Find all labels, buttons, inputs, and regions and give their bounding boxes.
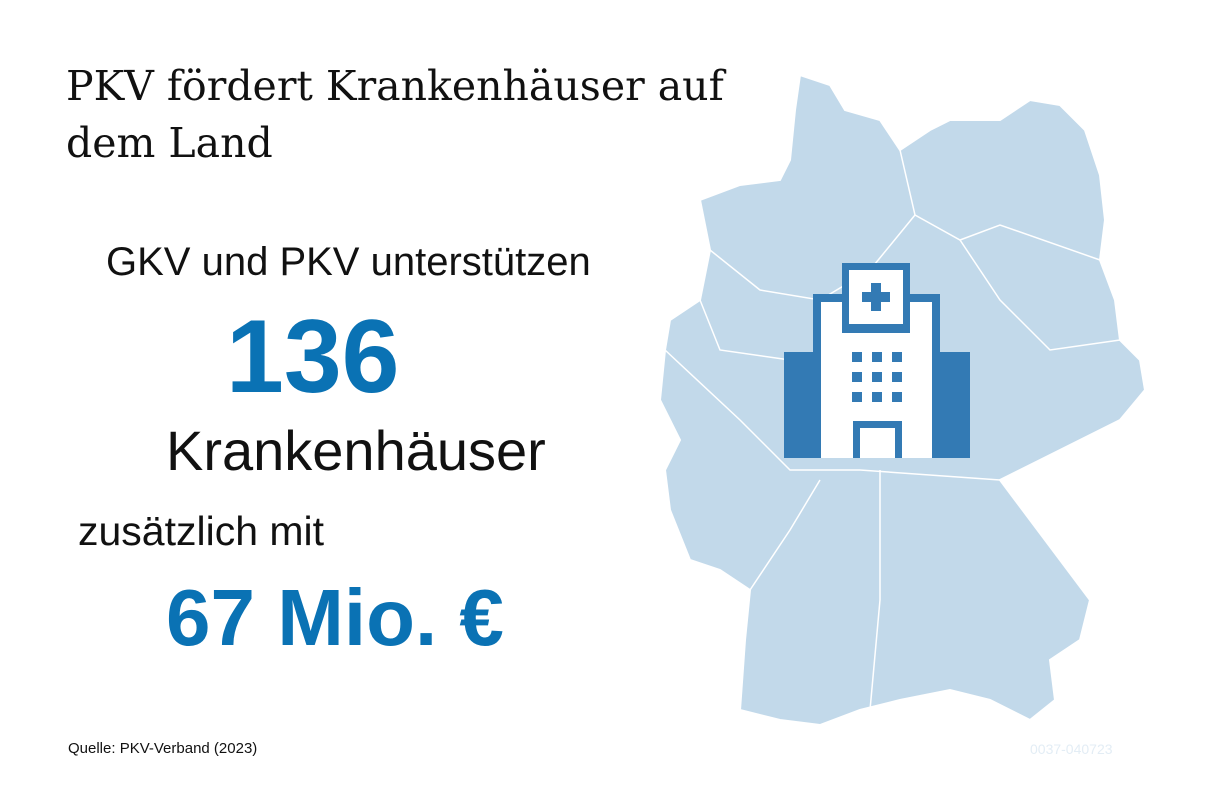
- hospital-count: 136: [226, 299, 400, 415]
- amount-value: 67 Mio. €: [166, 573, 504, 662]
- amount-intro: zusätzlich mit: [78, 508, 325, 554]
- source-note: Quelle: PKV-Verband (2023): [68, 740, 258, 757]
- page-title: PKV fördert Krankenhäuser auf dem Land: [66, 62, 724, 167]
- count-label: Krankenhäuser: [166, 419, 546, 482]
- hospital-icon: [784, 263, 970, 458]
- graphic-code: 0037-040723: [1030, 741, 1113, 757]
- intro-text: GKV und PKV unterstützen: [106, 240, 591, 284]
